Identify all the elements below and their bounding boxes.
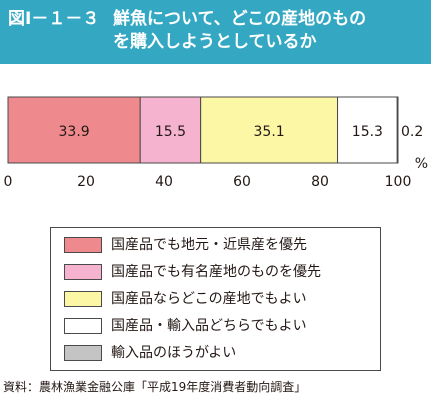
legend-label: 国産品でも地元・近県産を優先 [111,237,307,253]
unit-label: % [415,156,428,172]
data-label: 33.9 [59,124,90,140]
data-label: 15.3 [352,124,383,140]
bar-segment [200,96,339,164]
bar-segment [7,96,141,164]
bar-segment [139,96,202,164]
legend-swatch [64,318,102,334]
source-note: 資料：農林漁業金融公庫「平成19年度消費者動向調査」 [3,380,307,394]
data-label: 0.2 [401,124,423,140]
data-label: 15.5 [155,124,186,140]
figure-header: 図Ⅰ－１－３ 鮮魚について、どこの産地のもの を購入しようとしているか [0,0,431,64]
x-tick-label: 20 [77,174,95,190]
stacked-bar-chart: 33.9 15.5 35.1 15.3 0.2% 0 20 40 60 80 100 [4,96,428,190]
bar-segment [396,96,399,164]
x-tick-label: 60 [233,174,251,190]
legend-swatch [64,291,102,307]
legend-swatch [64,237,102,253]
figure-number: 図Ⅰ－１－３ [8,9,100,29]
legend-swatch [64,264,102,280]
figure-title: 鮮魚について、どこの産地のもの を購入しようとしているか [113,9,367,52]
x-tick-label: 40 [155,174,173,190]
legend-label: 国産品でも有名産地のものを優先 [111,264,321,280]
bar-segment [337,96,398,164]
chart-legend: 国産品でも地元・近県産を優先 国産品でも有名産地のものを優先 国産品ならどこの産… [50,227,381,371]
data-label: 35.1 [254,124,285,140]
legend-swatch [64,345,102,361]
x-tick-label: 80 [311,174,329,190]
legend-label: 輸入品のほうがよい [111,345,237,361]
legend-label: 国産品・輸入品どちらでもよい [111,318,307,334]
legend-label: 国産品ならどこの産地でもよい [111,291,307,307]
x-tick-label: 0 [4,174,13,190]
x-tick-label: 100 [385,174,412,190]
